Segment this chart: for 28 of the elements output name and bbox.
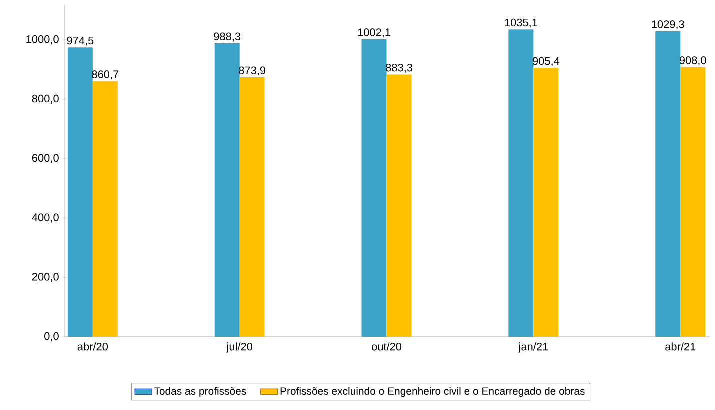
legend-label: Profissões excluindo o Engenheiro civil e o Encarregado de obras bbox=[280, 387, 585, 398]
y-tick-label: 400,0 bbox=[32, 214, 59, 223]
bar bbox=[362, 39, 387, 337]
y-tick-label: 0,0 bbox=[44, 332, 59, 342]
data-label: 1002,1 bbox=[358, 28, 390, 38]
x-tick-label: jul/20 bbox=[226, 342, 252, 353]
y-tick-label: 1000,0 bbox=[26, 36, 59, 45]
bar bbox=[386, 74, 412, 337]
bar bbox=[92, 81, 118, 337]
data-label: 974,5 bbox=[67, 36, 94, 46]
bar bbox=[534, 68, 559, 337]
bar bbox=[240, 77, 265, 337]
y-tick-label: 600,0 bbox=[32, 154, 59, 164]
bar bbox=[680, 67, 706, 337]
bar bbox=[214, 44, 240, 337]
x-tick-label: abr/20 bbox=[78, 342, 108, 351]
data-label: 1035,1 bbox=[505, 18, 538, 28]
y-tick-label: 200,0 bbox=[32, 273, 59, 282]
bar bbox=[68, 48, 93, 337]
legend-label: Todas as profissões bbox=[154, 387, 246, 398]
bar bbox=[656, 31, 681, 337]
bar bbox=[508, 30, 534, 337]
data-label: 1029,3 bbox=[652, 20, 684, 30]
x-tick-label: out/20 bbox=[372, 342, 402, 351]
data-label: 988,3 bbox=[214, 32, 241, 42]
x-tick-label: abr/21 bbox=[666, 342, 696, 351]
x-tick-label: jan/21 bbox=[518, 342, 548, 353]
y-tick-label: 800,0 bbox=[32, 94, 59, 104]
